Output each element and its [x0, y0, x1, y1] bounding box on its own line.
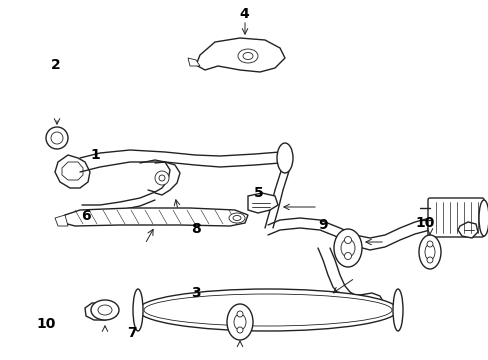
Text: 7: 7: [127, 326, 137, 340]
Ellipse shape: [91, 300, 119, 320]
Ellipse shape: [234, 314, 245, 330]
Ellipse shape: [238, 49, 258, 63]
Circle shape: [51, 132, 63, 144]
Ellipse shape: [226, 304, 252, 340]
Text: 5: 5: [254, 186, 264, 199]
Ellipse shape: [133, 289, 142, 331]
Ellipse shape: [333, 229, 361, 267]
Ellipse shape: [478, 200, 488, 236]
Text: 10: 10: [37, 317, 56, 331]
Ellipse shape: [392, 289, 402, 331]
Polygon shape: [196, 38, 285, 72]
Ellipse shape: [418, 235, 440, 269]
Polygon shape: [55, 215, 68, 226]
Ellipse shape: [340, 239, 354, 257]
Polygon shape: [85, 303, 117, 320]
Circle shape: [237, 311, 243, 317]
Text: 9: 9: [317, 218, 327, 232]
Circle shape: [426, 257, 432, 263]
Polygon shape: [457, 222, 477, 238]
Circle shape: [155, 171, 169, 185]
Text: 6: 6: [81, 209, 90, 223]
Circle shape: [426, 241, 432, 247]
Text: 10: 10: [415, 216, 434, 230]
Text: 8: 8: [190, 222, 200, 235]
FancyBboxPatch shape: [427, 198, 483, 237]
Polygon shape: [55, 155, 90, 188]
Ellipse shape: [243, 53, 252, 59]
Text: 2: 2: [51, 58, 61, 72]
Ellipse shape: [228, 213, 244, 223]
Circle shape: [46, 127, 68, 149]
Ellipse shape: [276, 143, 292, 173]
Ellipse shape: [98, 305, 112, 315]
Ellipse shape: [232, 216, 241, 220]
Circle shape: [344, 252, 351, 260]
Polygon shape: [187, 58, 200, 66]
Polygon shape: [247, 193, 278, 213]
Text: 1: 1: [90, 148, 100, 162]
Text: 3: 3: [190, 287, 200, 300]
Polygon shape: [62, 162, 83, 180]
Ellipse shape: [424, 244, 434, 260]
Ellipse shape: [138, 289, 397, 331]
Text: 4: 4: [239, 8, 249, 21]
Circle shape: [159, 175, 164, 181]
Circle shape: [344, 237, 351, 243]
Polygon shape: [60, 208, 247, 226]
Circle shape: [237, 327, 243, 333]
